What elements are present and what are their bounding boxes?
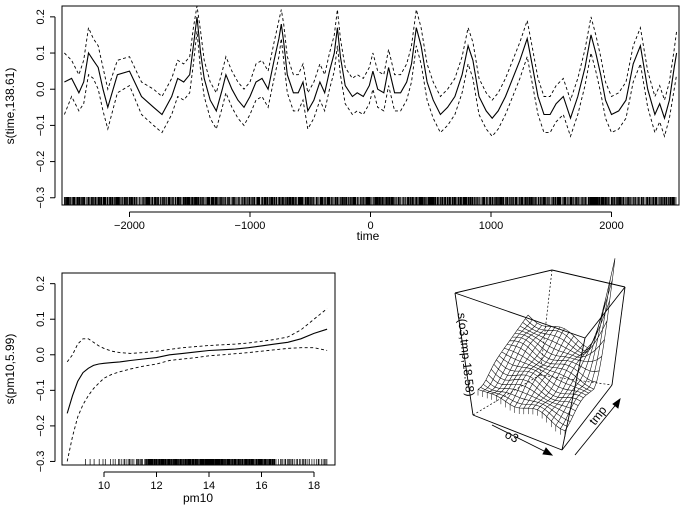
o3-arrowhead — [542, 447, 554, 456]
y-tick-label: 0.0 — [35, 82, 47, 97]
y-tick-label: 0.2 — [35, 276, 47, 291]
tmp-axis-arrow — [574, 401, 619, 456]
time-rug — [63, 197, 677, 205]
box-edge-hidden-vertical — [539, 269, 553, 376]
pm10-x-axis-label: pm10 — [183, 491, 213, 505]
confidence-band-line — [63, 31, 678, 138]
y-tick-label: −0.2 — [35, 151, 47, 173]
time-y-axis: −0.3 −0.2 −0.1 0.0 0.1 0.2 — [35, 9, 56, 209]
time-y-axis-label: s(time,138.61) — [3, 68, 17, 145]
rug-ticks — [85, 459, 328, 465]
box-edge-bottom-front — [472, 414, 563, 451]
y-tick-label: −0.3 — [35, 187, 47, 209]
box-edge-bottom-right — [561, 384, 613, 451]
time-x-axis-label: time — [357, 229, 380, 243]
pm10-rug — [85, 459, 328, 465]
x-tick-label: 12 — [150, 480, 162, 492]
pm10-smooth-panel: −0.3 −0.2 −0.1 0.0 0.1 0.2 10 12 14 16 18 pm10 s(… — [3, 272, 336, 505]
y-tick-label: −0.2 — [35, 415, 47, 437]
tmp-arrowhead — [612, 397, 621, 409]
rug-ticks — [63, 197, 677, 205]
pm10-x-axis: 10 12 14 16 18 — [98, 471, 320, 492]
x-tick-label: 16 — [255, 480, 267, 492]
y-tick-label: 0.2 — [35, 9, 47, 24]
surface-panel: o3 tmp s(o3,tmp,18.58) — [454, 258, 626, 456]
box-edge-top-right — [551, 269, 626, 288]
box-edge-hidden-left — [472, 374, 541, 416]
surface-axis-arrows — [491, 397, 621, 456]
y-tick-label: −0.3 — [35, 451, 47, 473]
time-series-group — [63, 5, 678, 138]
x-tick-label: 0 — [367, 220, 373, 232]
x-tick-label: −2000 — [114, 220, 145, 232]
confidence-band-line — [64, 5, 678, 102]
box-edge-back-right — [611, 286, 626, 386]
estimate-line — [64, 16, 678, 121]
y-tick-label: −0.1 — [35, 115, 47, 137]
x-tick-label: 18 — [308, 480, 320, 492]
o3-axis-arrow — [491, 424, 549, 454]
pm10-plot-frame — [61, 272, 336, 466]
estimate-line — [66, 328, 328, 414]
surface-skirt — [477, 389, 566, 437]
surface-wireframe — [477, 258, 616, 431]
time-plot-frame — [61, 5, 680, 206]
box-edge-top-front — [454, 292, 586, 339]
confidence-band-line — [66, 308, 328, 363]
box-edge-front-left — [454, 292, 474, 416]
pm10-series-group — [66, 308, 328, 462]
pm10-y-axis-label: s(pm10,5.99) — [3, 334, 17, 405]
pm10-y-axis: −0.3 −0.2 −0.1 0.0 0.1 0.2 — [35, 276, 56, 473]
confidence-band-line — [66, 347, 328, 462]
time-x-axis: −2000 −1000 0 1000 2000 — [114, 211, 624, 232]
x-tick-label: −1000 — [235, 220, 266, 232]
box-edge-top-back — [454, 269, 553, 294]
y-tick-label: 0.1 — [35, 312, 47, 327]
x-tick-label: 14 — [203, 480, 215, 492]
x-tick-label: 1000 — [479, 220, 503, 232]
y-tick-label: −0.1 — [35, 379, 47, 401]
surface-z-axis-label: s(o3,tmp,18.58) — [455, 312, 478, 397]
o3-axis-label: o3 — [503, 427, 522, 446]
tmp-axis-label: tmp — [586, 403, 610, 428]
time-smooth-panel: −0.3 −0.2 −0.1 0.0 0.1 0.2 −2000 −1000 0 1000 200… — [3, 5, 680, 243]
surface-mesh — [477, 258, 616, 437]
x-tick-label: 2000 — [599, 220, 623, 232]
y-tick-label: 0.1 — [35, 45, 47, 60]
x-tick-label: 10 — [98, 480, 110, 492]
y-tick-label: 0.0 — [35, 347, 47, 362]
surface-hidden-edges — [472, 269, 613, 416]
